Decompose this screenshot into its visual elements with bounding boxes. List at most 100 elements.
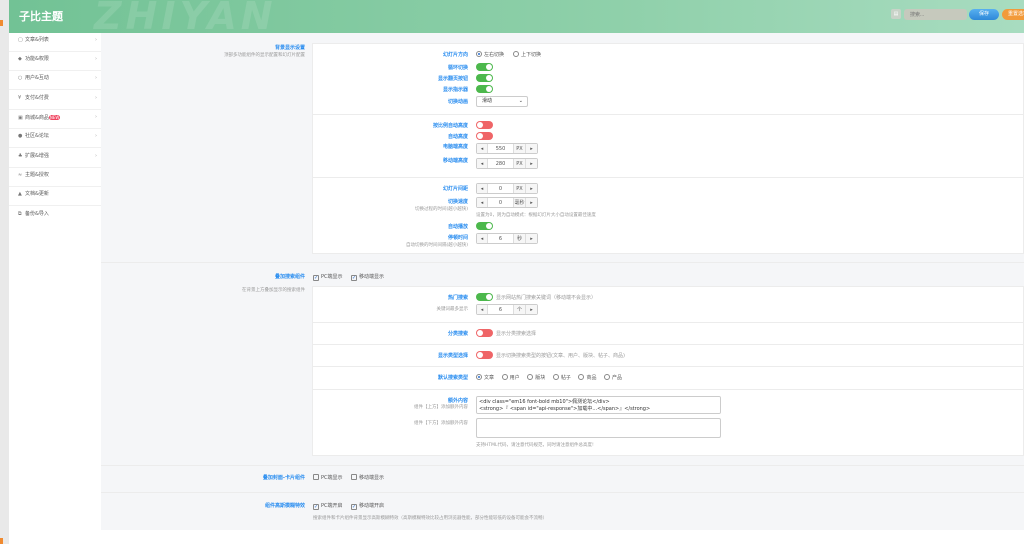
radio-selected[interactable]	[476, 51, 482, 57]
checkbox[interactable]	[313, 474, 319, 480]
decrement-icon[interactable]: ◂	[477, 144, 488, 153]
increment-icon[interactable]: ▸	[526, 159, 537, 168]
loop-label: 循环切换	[447, 65, 468, 71]
chevron-right-icon: ›	[95, 153, 97, 159]
gap-stepper[interactable]: ◂ 0 PX ▸	[476, 183, 538, 194]
radio[interactable]	[513, 51, 519, 57]
decrement-icon[interactable]: ◂	[477, 159, 488, 168]
mobile-height-label: 移动端高度	[442, 158, 468, 164]
autoplay-toggle[interactable]	[476, 222, 493, 230]
pager-toggle[interactable]	[476, 74, 493, 82]
decrement-icon[interactable]: ◂	[477, 184, 488, 193]
indicator-toggle[interactable]	[476, 85, 493, 93]
radio-forum[interactable]: 版块	[527, 374, 545, 381]
extra-top-textarea[interactable]	[476, 396, 721, 414]
radio[interactable]	[501, 374, 508, 380]
sidebar-item-users[interactable]: ○ 用户&互动 ›	[9, 71, 101, 90]
radio[interactable]	[578, 374, 585, 380]
radio-selected[interactable]	[476, 374, 482, 380]
radio[interactable]	[604, 374, 611, 380]
increment-icon[interactable]: ▸	[526, 184, 537, 193]
sidebar-item-backup[interactable]: ⧉ 备份&导入	[9, 207, 101, 226]
autoheight-label: 自动高度	[447, 134, 468, 140]
increment-icon[interactable]: ▸	[526, 144, 537, 153]
checkbox-checked[interactable]: ✓	[313, 275, 319, 281]
search-mobile-checkbox[interactable]: ✓ 移动端显示	[351, 273, 384, 281]
checkbox-label: PC端开启	[321, 503, 343, 509]
stepper-value[interactable]: 550	[488, 144, 514, 153]
stepper-value[interactable]: 0	[488, 198, 514, 207]
radio[interactable]	[552, 374, 559, 380]
anim-select[interactable]: 滑动 ⌄	[476, 96, 528, 107]
increment-icon[interactable]: ▸	[526, 234, 537, 243]
unit: 个	[514, 305, 526, 314]
option-label: 产品	[612, 375, 623, 381]
save-button[interactable]: 保存	[969, 9, 999, 20]
direction-radio-lr[interactable]: 左右切换	[476, 51, 504, 58]
divider	[313, 366, 1024, 367]
shield-icon: ◆	[18, 56, 22, 62]
type-select-toggle[interactable]	[476, 351, 493, 359]
sidebar-item-payment[interactable]: ¥ 支付&付费 ›	[9, 91, 101, 110]
copy-icon: ⧉	[18, 211, 22, 217]
yen-icon: ¥	[18, 95, 22, 101]
sidebar-item-label: 文章&列表	[25, 37, 49, 43]
chevron-right-icon: ›	[95, 133, 97, 139]
checkbox-checked[interactable]: ✓	[351, 504, 357, 510]
checkbox[interactable]	[351, 474, 357, 480]
radio-goods[interactable]: 商品	[578, 374, 596, 381]
sidebar-item-docs[interactable]: ▲ 文档&更新	[9, 187, 101, 206]
pause-desc: 自动切换的时间间隔(越小越快)	[405, 243, 468, 248]
chevron-down-icon: ⌄	[518, 98, 523, 104]
card-pc-checkbox[interactable]: PC端显示	[313, 474, 343, 481]
speed-stepper[interactable]: ◂ 0 毫秒 ▸	[476, 197, 538, 208]
decrement-icon[interactable]: ◂	[477, 234, 488, 243]
hot-search-toggle[interactable]	[476, 293, 493, 301]
stepper-value[interactable]: 280	[488, 159, 514, 168]
sidebar-item-extensions[interactable]: ♣ 扩展&增强 ›	[9, 149, 101, 168]
sidebar-item-shop[interactable]: ▣ 商城&商品NEW ›	[9, 110, 101, 129]
stepper-value[interactable]: 6	[488, 234, 514, 243]
sidebar-item-features[interactable]: ◆ 功能&权限 ›	[9, 52, 101, 71]
increment-icon[interactable]: ▸	[526, 198, 537, 207]
sidebar-item-license[interactable]: ≈ 主题&授权	[9, 168, 101, 187]
checkbox-checked[interactable]: ✓	[313, 504, 319, 510]
checkbox-label: 移动端开启	[359, 503, 385, 509]
direction-radio-ud[interactable]: 上下切换	[513, 51, 541, 58]
radio-user[interactable]: 用户	[501, 374, 520, 381]
extra-top-desc: 组件【上方】添加额外内容	[414, 405, 468, 410]
radio-post[interactable]: 帖子	[552, 374, 571, 381]
cat-search-label: 分类搜索	[447, 331, 468, 337]
checkbox-checked[interactable]: ✓	[351, 275, 357, 281]
search-pc-checkbox[interactable]: ✓ PC端显示	[313, 273, 343, 281]
extra-bottom-textarea[interactable]	[476, 418, 721, 438]
radio-product[interactable]: 产品	[604, 374, 623, 381]
pc-height-stepper[interactable]: ◂ 550 PX ▸	[476, 143, 538, 154]
search-icon[interactable]: ▤	[891, 9, 901, 19]
ratio-toggle[interactable]	[476, 121, 493, 129]
sidebar-item-forum[interactable]: ● 社区&论坛 ›	[9, 129, 101, 148]
mobile-height-stepper[interactable]: ◂ 280 PX ▸	[476, 158, 538, 169]
card-mobile-checkbox[interactable]: 移动端显示	[351, 474, 384, 481]
sidebar-item-label: 支付&付费	[25, 95, 49, 101]
divider	[101, 262, 1024, 263]
stepper-value[interactable]: 6	[488, 305, 514, 314]
hot-max-stepper[interactable]: ◂ 6 个 ▸	[476, 304, 538, 315]
decrement-icon[interactable]: ◂	[477, 305, 488, 314]
sidebar-item-articles[interactable]: ▢ 文章&列表 ›	[9, 33, 101, 52]
reset-button[interactable]: 重置选项	[1002, 9, 1024, 20]
option-label: 用户	[509, 375, 520, 381]
loop-toggle[interactable]	[476, 63, 493, 71]
cat-search-toggle[interactable]	[476, 329, 493, 337]
increment-icon[interactable]: ▸	[526, 305, 537, 314]
blur-mobile-checkbox[interactable]: ✓ 移动端开启	[351, 502, 384, 510]
autoplay-label: 自动播放	[447, 224, 468, 230]
autoheight-toggle[interactable]	[476, 132, 493, 140]
stepper-value[interactable]: 0	[488, 184, 514, 193]
decrement-icon[interactable]: ◂	[477, 198, 488, 207]
pause-stepper[interactable]: ◂ 6 秒 ▸	[476, 233, 538, 244]
blur-pc-checkbox[interactable]: ✓ PC端开启	[313, 502, 343, 510]
radio[interactable]	[527, 374, 534, 380]
radio-article[interactable]: 文章	[476, 374, 494, 381]
search-input[interactable]	[904, 9, 967, 20]
